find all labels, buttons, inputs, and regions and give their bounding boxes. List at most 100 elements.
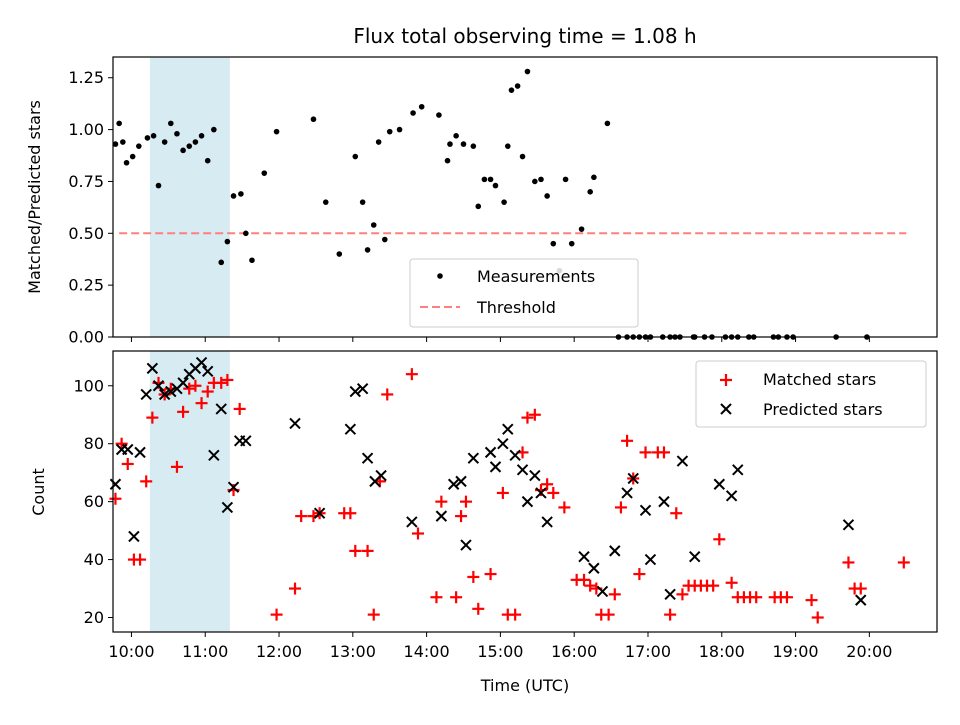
matched-star-point — [780, 591, 793, 604]
matched-star-point — [676, 588, 689, 601]
measurement-point — [447, 141, 453, 147]
measurement-point — [538, 176, 544, 183]
predicted-star-point — [313, 507, 326, 519]
matched-star-point — [344, 507, 357, 520]
x-tick-label: 19:00 — [773, 642, 819, 661]
matched-star-point — [639, 446, 652, 459]
matched-star-point — [509, 608, 522, 621]
predicted-star-point — [732, 464, 744, 476]
predicted-star-point — [639, 504, 652, 517]
measurement-point — [144, 135, 151, 141]
predicted-star-point — [689, 550, 701, 563]
measurement-point — [186, 143, 193, 149]
matched-star-point — [233, 402, 246, 415]
measurement-point — [544, 193, 550, 199]
predicted-star-point — [725, 490, 738, 502]
measurement-point — [120, 139, 126, 145]
top-panel: 0.00 0.25 0.50 0.75 1.00 1.25 Flux total obse… — [25, 24, 938, 347]
predicted-star-point — [240, 435, 252, 447]
matched-star-point — [558, 501, 571, 514]
measurement-point — [364, 247, 371, 253]
measurement-point — [436, 112, 442, 118]
predicted-star-point — [713, 478, 726, 490]
measurement-point — [470, 143, 477, 149]
top-axes-frame — [112, 56, 938, 338]
bottom-axes-frame — [112, 350, 938, 633]
measurement-point — [386, 128, 393, 135]
predicted-star-point — [201, 365, 214, 377]
matched-star-point — [215, 376, 228, 389]
predicted-star-point — [152, 380, 165, 392]
measurement-point — [150, 133, 157, 139]
matched-star-point — [584, 579, 597, 592]
predicted-star-point — [455, 475, 467, 488]
matched-star-point — [455, 510, 468, 523]
matched-star-point — [121, 457, 134, 470]
x-tick-label: 16:00 — [551, 642, 597, 661]
matched-star-point — [140, 475, 153, 488]
y-tick-label: 1.25 — [68, 68, 104, 87]
measurement-point — [129, 153, 136, 160]
measurement-point — [375, 139, 382, 145]
bottom-legend-box — [695, 360, 927, 428]
measurement-point — [116, 120, 122, 127]
y-tick-label: 0.00 — [68, 328, 104, 347]
predicted-star-point — [460, 539, 472, 551]
x-tick-label: 20:00 — [846, 642, 892, 661]
legend-matched-label: Matched stars — [763, 370, 876, 389]
predicted-star-point — [158, 388, 171, 401]
measurement-point — [604, 120, 611, 127]
measurement-point — [180, 147, 186, 154]
predicted-star-point — [529, 469, 541, 482]
y-tick-label: 1.00 — [68, 120, 104, 139]
matched-star-point — [459, 495, 472, 508]
predicted-star-point — [447, 478, 460, 490]
bottom-legend: Matched stars Predicted stars — [695, 360, 927, 428]
y-tick-label: 0.25 — [68, 276, 104, 295]
top-y-ticks: 0.00 0.25 0.50 0.75 1.00 1.25 — [68, 68, 113, 347]
bottom-x-axis-label: Time (UTC) — [480, 676, 569, 695]
y-tick-label: 20 — [84, 608, 104, 627]
legend-predicted-marker — [720, 403, 732, 415]
x-tick-label: 14:00 — [404, 642, 450, 661]
x-tick-label: 17:00 — [625, 642, 671, 661]
predicted-star-point — [489, 461, 502, 473]
matched-star-point — [109, 492, 122, 505]
predicted-star-point — [349, 385, 361, 398]
matched-points — [109, 368, 910, 624]
chart-title: Flux total observing time = 1.08 h — [353, 24, 696, 48]
measurement-points — [112, 68, 870, 340]
predicted-star-point — [356, 382, 369, 395]
matched-star-point — [664, 608, 677, 621]
y-tick-label: 40 — [84, 550, 104, 569]
measurement-point — [587, 189, 593, 195]
matched-star-point — [430, 591, 443, 604]
matched-star-point — [289, 582, 302, 595]
top-y-axis-label: Matched/Predicted stars — [25, 100, 44, 294]
bottom-panel: 20 40 60 80 100 10:00 11:00 12:00 13:00 14:00 15:… — [29, 350, 938, 695]
predicted-star-point — [541, 516, 553, 528]
matched-star-point — [146, 411, 159, 424]
measurement-point — [591, 174, 597, 181]
matched-star-point — [177, 405, 190, 418]
predicted-star-point — [578, 550, 590, 563]
predicted-star-point — [208, 449, 220, 461]
measurement-point — [410, 110, 416, 116]
measurement-point — [532, 178, 538, 185]
matched-star-point — [484, 568, 497, 581]
matched-star-point — [496, 486, 509, 499]
legend-threshold-label: Threshold — [476, 298, 556, 317]
predicted-star-point — [676, 455, 689, 467]
predicted-star-point — [497, 437, 509, 450]
predicted-star-point — [195, 356, 208, 369]
predicted-star-point — [109, 478, 122, 490]
measurement-point — [310, 116, 317, 123]
measurement-point — [322, 199, 329, 205]
measurement-point — [508, 87, 515, 93]
matched-star-point — [195, 397, 208, 410]
matched-star-point — [134, 553, 147, 566]
measurement-point — [444, 157, 451, 164]
predicted-star-point — [855, 594, 867, 606]
bottom-y-ticks: 20 40 60 80 100 — [73, 376, 113, 627]
matched-star-point — [189, 379, 202, 392]
